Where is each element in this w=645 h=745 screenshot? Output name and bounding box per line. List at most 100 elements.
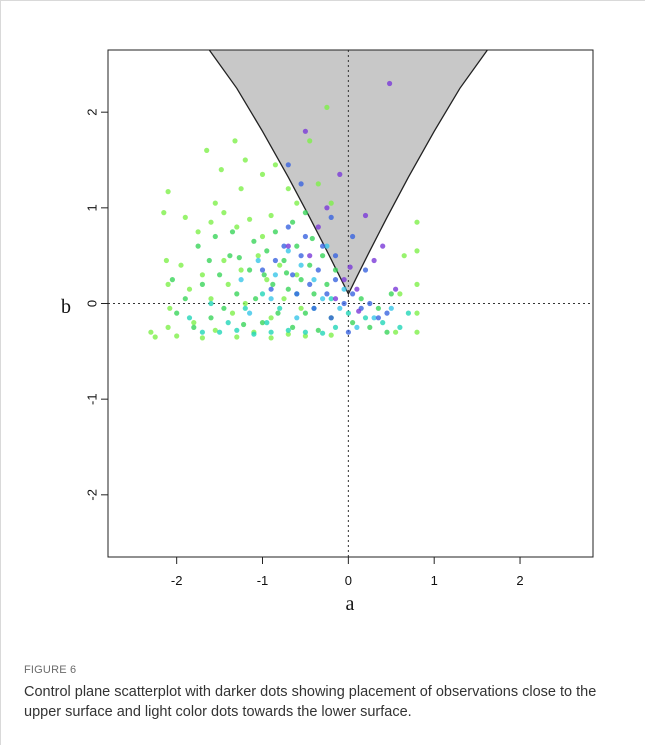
point-cyan-10 [388, 305, 394, 311]
point-blue-18 [268, 286, 274, 292]
point-green-1 [191, 324, 197, 330]
point-light_green-25 [212, 327, 218, 333]
point-light_green-18 [167, 305, 173, 311]
y-tick-label: 1 [85, 204, 100, 211]
point-green-38 [367, 324, 373, 330]
point-light_green-36 [281, 296, 287, 302]
y-tick-label: 0 [85, 300, 100, 307]
point-teal-13 [328, 296, 334, 302]
point-teal-19 [225, 320, 231, 326]
point-blue-6 [324, 291, 330, 297]
point-light_green-62 [294, 200, 300, 206]
point-teal-6 [302, 329, 308, 335]
point-blue-12 [375, 315, 381, 321]
point-light_green-49 [414, 248, 420, 254]
data-points [148, 80, 420, 341]
point-green-32 [290, 219, 296, 225]
point-cyan-8 [354, 324, 360, 330]
point-green-35 [169, 277, 175, 283]
point-blue-24 [328, 214, 334, 220]
point-light_green-58 [315, 181, 321, 187]
point-light_green-6 [272, 162, 278, 168]
point-light_green-40 [148, 329, 154, 335]
point-green-42 [206, 257, 212, 264]
point-cyan-13 [247, 310, 253, 316]
point-green-41 [388, 291, 394, 297]
point-light_green-14 [259, 233, 266, 240]
point-teal-9 [259, 291, 266, 297]
point-blue-14 [294, 291, 300, 297]
point-purple-8 [371, 257, 377, 264]
point-light_green-16 [163, 257, 169, 264]
point-blue-2 [290, 272, 296, 278]
point-green-43 [236, 255, 242, 261]
point-purple-6 [341, 277, 347, 283]
point-light_green-28 [229, 310, 236, 316]
point-blue-25 [350, 233, 356, 240]
point-green-47 [332, 267, 339, 273]
point-teal-7 [320, 330, 326, 336]
point-light_green-53 [401, 253, 407, 259]
point-blue-5 [315, 267, 321, 273]
point-blue-17 [345, 329, 351, 335]
point-light_green-5 [259, 171, 266, 177]
point-blue-15 [311, 305, 317, 311]
point-green-11 [259, 320, 266, 326]
point-light_green-1 [204, 147, 210, 153]
point-light_green-59 [328, 200, 334, 206]
point-blue-27 [298, 181, 304, 187]
point-light_green-52 [414, 329, 420, 335]
point-light_green-34 [268, 315, 274, 321]
point-green-7 [234, 291, 240, 297]
point-light_green-41 [152, 334, 158, 340]
point-purple-0 [387, 80, 393, 87]
point-light_green-54 [397, 291, 403, 297]
point-green-10 [253, 296, 259, 302]
point-teal-3 [251, 331, 257, 337]
point-teal-15 [362, 315, 369, 321]
point-light_green-60 [212, 200, 218, 206]
point-green-44 [261, 272, 267, 278]
point-green-33 [302, 210, 308, 216]
point-purple-7 [354, 286, 360, 292]
point-green-30 [251, 238, 257, 244]
point-cyan-6 [320, 296, 326, 302]
point-purple-5 [347, 264, 353, 270]
x-axis-label: a [346, 593, 355, 615]
point-blue-4 [307, 281, 313, 287]
point-teal-5 [285, 327, 291, 333]
point-blue-1 [281, 243, 287, 249]
point-teal-8 [242, 305, 248, 311]
point-light_green-30 [242, 300, 248, 307]
point-green-20 [302, 310, 308, 316]
point-light_green-32 [255, 253, 261, 259]
point-blue-3 [298, 253, 304, 259]
point-light_green-20 [178, 262, 184, 268]
point-green-13 [270, 281, 276, 287]
x-tick-label: 0 [345, 573, 352, 588]
point-cyan-5 [311, 277, 317, 283]
point-light_green-24 [208, 296, 214, 302]
point-light_green-13 [247, 216, 253, 222]
x-tick-label: -2 [171, 573, 183, 588]
point-blue-23 [332, 253, 339, 259]
point-cyan-11 [294, 315, 300, 321]
point-light_green-0 [165, 189, 171, 195]
point-light_green-7 [285, 186, 291, 192]
point-light_green-44 [234, 334, 240, 340]
point-light_green-12 [234, 224, 240, 230]
point-blue-8 [341, 300, 347, 307]
point-green-25 [324, 281, 330, 287]
point-purple-10 [332, 296, 339, 302]
point-cyan-2 [272, 272, 278, 278]
point-teal-1 [217, 329, 223, 335]
point-teal-21 [186, 315, 193, 321]
point-light_green-4 [242, 157, 248, 163]
point-light_green-55 [393, 329, 399, 335]
point-light_green-27 [225, 281, 231, 287]
axes: -2 -1 0 1 2 -2 -1 0 1 2 [85, 49, 594, 588]
point-light_green-57 [307, 138, 313, 144]
point-purple-2 [337, 171, 343, 177]
point-light_green-3 [232, 138, 238, 144]
point-cyan-12 [268, 296, 274, 302]
